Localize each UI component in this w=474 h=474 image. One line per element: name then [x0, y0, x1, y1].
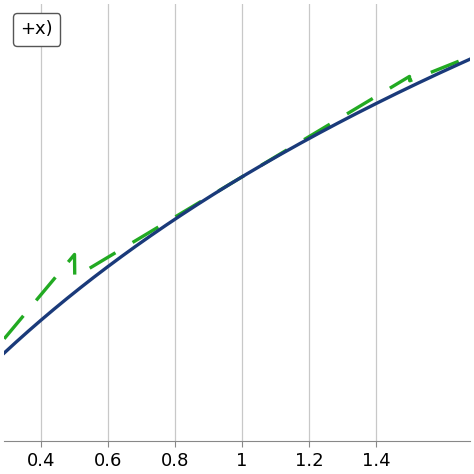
Legend: +x): +x)	[13, 13, 60, 46]
